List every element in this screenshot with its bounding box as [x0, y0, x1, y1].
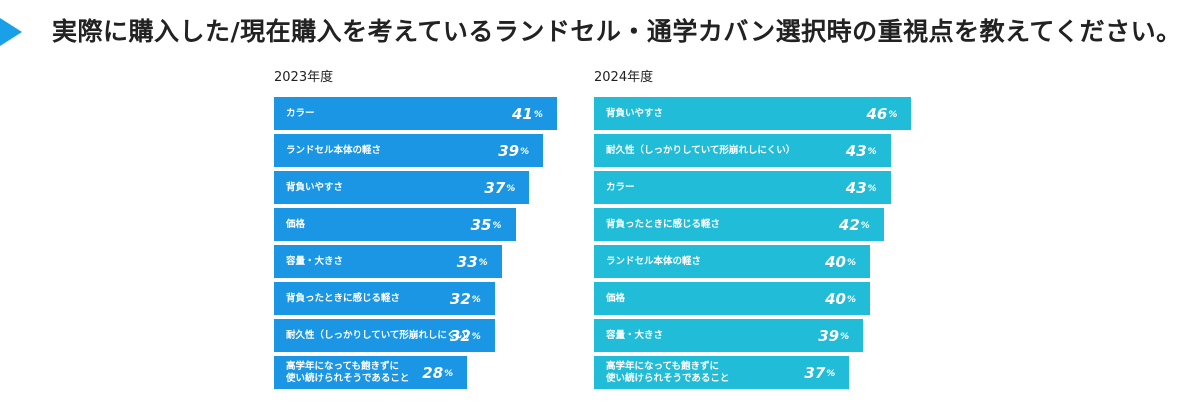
chart-2023-bars: カラー 41% ランドセル本体の軽さ 39% 背負いやすさ 37% 価格 35% 容量・大きさ 3…	[274, 97, 594, 407]
bar-2024-1: 背負いやすさ 46%	[594, 97, 912, 130]
bar-value-number: 46	[866, 104, 888, 123]
bar-value-label: 32%	[450, 319, 481, 352]
bar-value-number: 40	[825, 252, 846, 271]
bar-value-label: 46%	[866, 97, 897, 130]
bar-value-label: 37%	[484, 171, 515, 204]
bar-label: 容量・大きさ	[606, 329, 664, 341]
bar-value-label: 37%	[804, 356, 835, 389]
bar-2023-8: 高学年になっても飽きずに 使い続けられそうであること 28%	[274, 356, 468, 389]
bar-value-label: 33%	[457, 245, 488, 278]
bar-2024-6: 価格 40%	[594, 282, 870, 315]
bar-value-unit: %	[506, 184, 516, 194]
bar-value-number: 28	[422, 363, 444, 382]
bar-value-unit: %	[492, 221, 502, 231]
bar-value-label: 39%	[818, 319, 849, 352]
bar-value-unit: %	[471, 295, 481, 305]
bar-2023-7: 耐久性（しっかりしていて形崩れしにくい） 32%	[274, 319, 495, 352]
bar-label: ランドセル本体の軽さ	[606, 255, 702, 267]
bar-value-unit: %	[826, 369, 836, 379]
bar-2023-1: カラー 41%	[274, 97, 557, 130]
bar-value-unit: %	[520, 147, 530, 157]
bar-label: 価格	[606, 292, 626, 304]
bar-label: 容量・大きさ	[286, 255, 344, 267]
bar-value-label: 40%	[825, 282, 856, 315]
chart-2024-bars: 背負いやすさ 46% 耐久性（しっかりしていて形崩れしにくい） 43% カラー 43% 背負…	[594, 97, 914, 407]
bar-value-number: 42	[838, 215, 860, 234]
bar-value-number: 33	[456, 252, 478, 271]
bar-2024-5: ランドセル本体の軽さ 40%	[594, 245, 870, 278]
chart-2023: 2023年度 カラー 41% ランドセル本体の軽さ 39% 背負いやすさ 37% 価格 35%…	[274, 66, 594, 406]
bar-label: 背負いやすさ	[286, 181, 344, 193]
bar-value-label: 43%	[846, 171, 877, 204]
bar-value-label: 40%	[825, 245, 856, 278]
bar-value-number: 40	[825, 289, 846, 308]
bar-value-label: 41%	[512, 97, 543, 130]
bar-label: カラー	[606, 181, 635, 193]
bar-value-unit: %	[533, 110, 543, 120]
bar-value-number: 39	[818, 326, 840, 345]
bar-value-unit: %	[846, 295, 856, 305]
bar-value-label: 43%	[846, 134, 877, 167]
bar-value-label: 35%	[471, 208, 502, 241]
bar-value-number: 37	[804, 363, 826, 382]
chart-2024-title: 2024年度	[594, 70, 654, 85]
bar-label: 耐久性（しっかりしていて形崩れしにくい）	[606, 144, 796, 156]
bar-2023-6: 背負ったときに感じる軽さ 32%	[274, 282, 495, 315]
bar-label: 背負いやすさ	[606, 107, 664, 119]
bar-value-unit: %	[860, 221, 870, 231]
bar-label: ランドセル本体の軽さ	[286, 144, 382, 156]
bar-value-number: 43	[845, 141, 867, 160]
bar-2024-3: カラー 43%	[594, 171, 891, 204]
bar-2023-2: ランドセル本体の軽さ 39%	[274, 134, 544, 167]
bar-label: 耐久性（しっかりしていて形崩れしにくい）	[286, 329, 476, 341]
bar-label: 背負ったときに感じる軽さ	[286, 292, 401, 304]
bar-value-unit: %	[846, 258, 856, 268]
bar-value-unit: %	[867, 184, 877, 194]
bar-value-unit: %	[444, 369, 454, 379]
bar-label: 高学年になっても飽きずに 使い続けられそうであること	[606, 360, 730, 384]
bar-value-label: 32%	[450, 282, 481, 315]
bar-2023-5: 容量・大きさ 33%	[274, 245, 502, 278]
bar-label: 背負ったときに感じる軽さ	[606, 218, 721, 230]
bar-value-label: 28%	[422, 356, 453, 389]
bar-2023-4: 価格 35%	[274, 208, 516, 241]
title-triangle-icon	[0, 18, 22, 46]
bar-2024-4: 背負ったときに感じる軽さ 42%	[594, 208, 884, 241]
bar-2024-8: 高学年になっても飽きずに 使い続けられそうであること 37%	[594, 356, 850, 389]
bar-2024-2: 耐久性（しっかりしていて形崩れしにくい） 43%	[594, 134, 891, 167]
bar-value-number: 39	[498, 141, 520, 160]
page-title: 実際に購入した/現在購入を考えているランドセル・通学カバン選択時の重視点を教えて…	[52, 17, 1182, 46]
bar-value-number: 43	[845, 178, 867, 197]
bar-value-unit: %	[478, 258, 488, 268]
bar-value-number: 32	[449, 289, 471, 308]
chart-2023-title: 2023年度	[274, 70, 334, 85]
bar-label: 高学年になっても飽きずに 使い続けられそうであること	[286, 360, 410, 384]
bar-label: 価格	[286, 218, 306, 230]
bar-value-number: 35	[470, 215, 492, 234]
bar-value-unit: %	[840, 332, 850, 342]
bar-2023-3: 背負いやすさ 37%	[274, 171, 530, 204]
chart-2024: 2024年度 背負いやすさ 46% 耐久性（しっかりしていて形崩れしにくい） 43% カ…	[594, 66, 914, 406]
bar-value-number: 41	[511, 104, 533, 123]
bar-label: カラー	[286, 107, 315, 119]
bar-value-number: 32	[449, 326, 471, 345]
bar-value-unit: %	[867, 147, 877, 157]
bar-value-label: 42%	[839, 208, 870, 241]
bar-value-unit: %	[888, 110, 898, 120]
bar-value-label: 39%	[498, 134, 529, 167]
bar-value-unit: %	[471, 332, 481, 342]
bar-2024-7: 容量・大きさ 39%	[594, 319, 864, 352]
bar-value-number: 37	[484, 178, 506, 197]
